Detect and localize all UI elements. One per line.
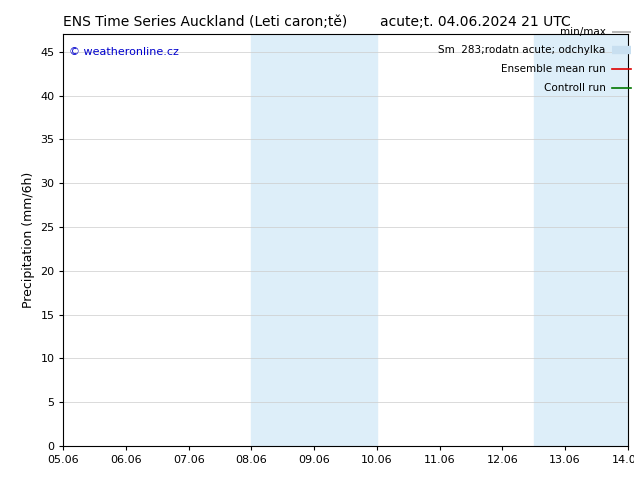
Text: min/max: min/max	[560, 27, 605, 37]
Text: ENS Time Series Auckland (Leti caron;tě): ENS Time Series Auckland (Leti caron;tě)	[63, 15, 347, 29]
Y-axis label: Precipitation (mm/6h): Precipitation (mm/6h)	[22, 172, 35, 308]
Text: © weatheronline.cz: © weatheronline.cz	[69, 47, 179, 57]
Text: Ensemble mean run: Ensemble mean run	[501, 64, 605, 74]
Text: Controll run: Controll run	[543, 83, 605, 93]
Bar	[534, 34, 597, 446]
Text: acute;t. 04.06.2024 21 UTC: acute;t. 04.06.2024 21 UTC	[380, 15, 571, 29]
Bar	[314, 34, 377, 446]
Bar	[252, 34, 314, 446]
Bar	[597, 34, 628, 446]
Text: Sm  283;rodatn acute; odchylka: Sm 283;rodatn acute; odchylka	[438, 46, 605, 55]
